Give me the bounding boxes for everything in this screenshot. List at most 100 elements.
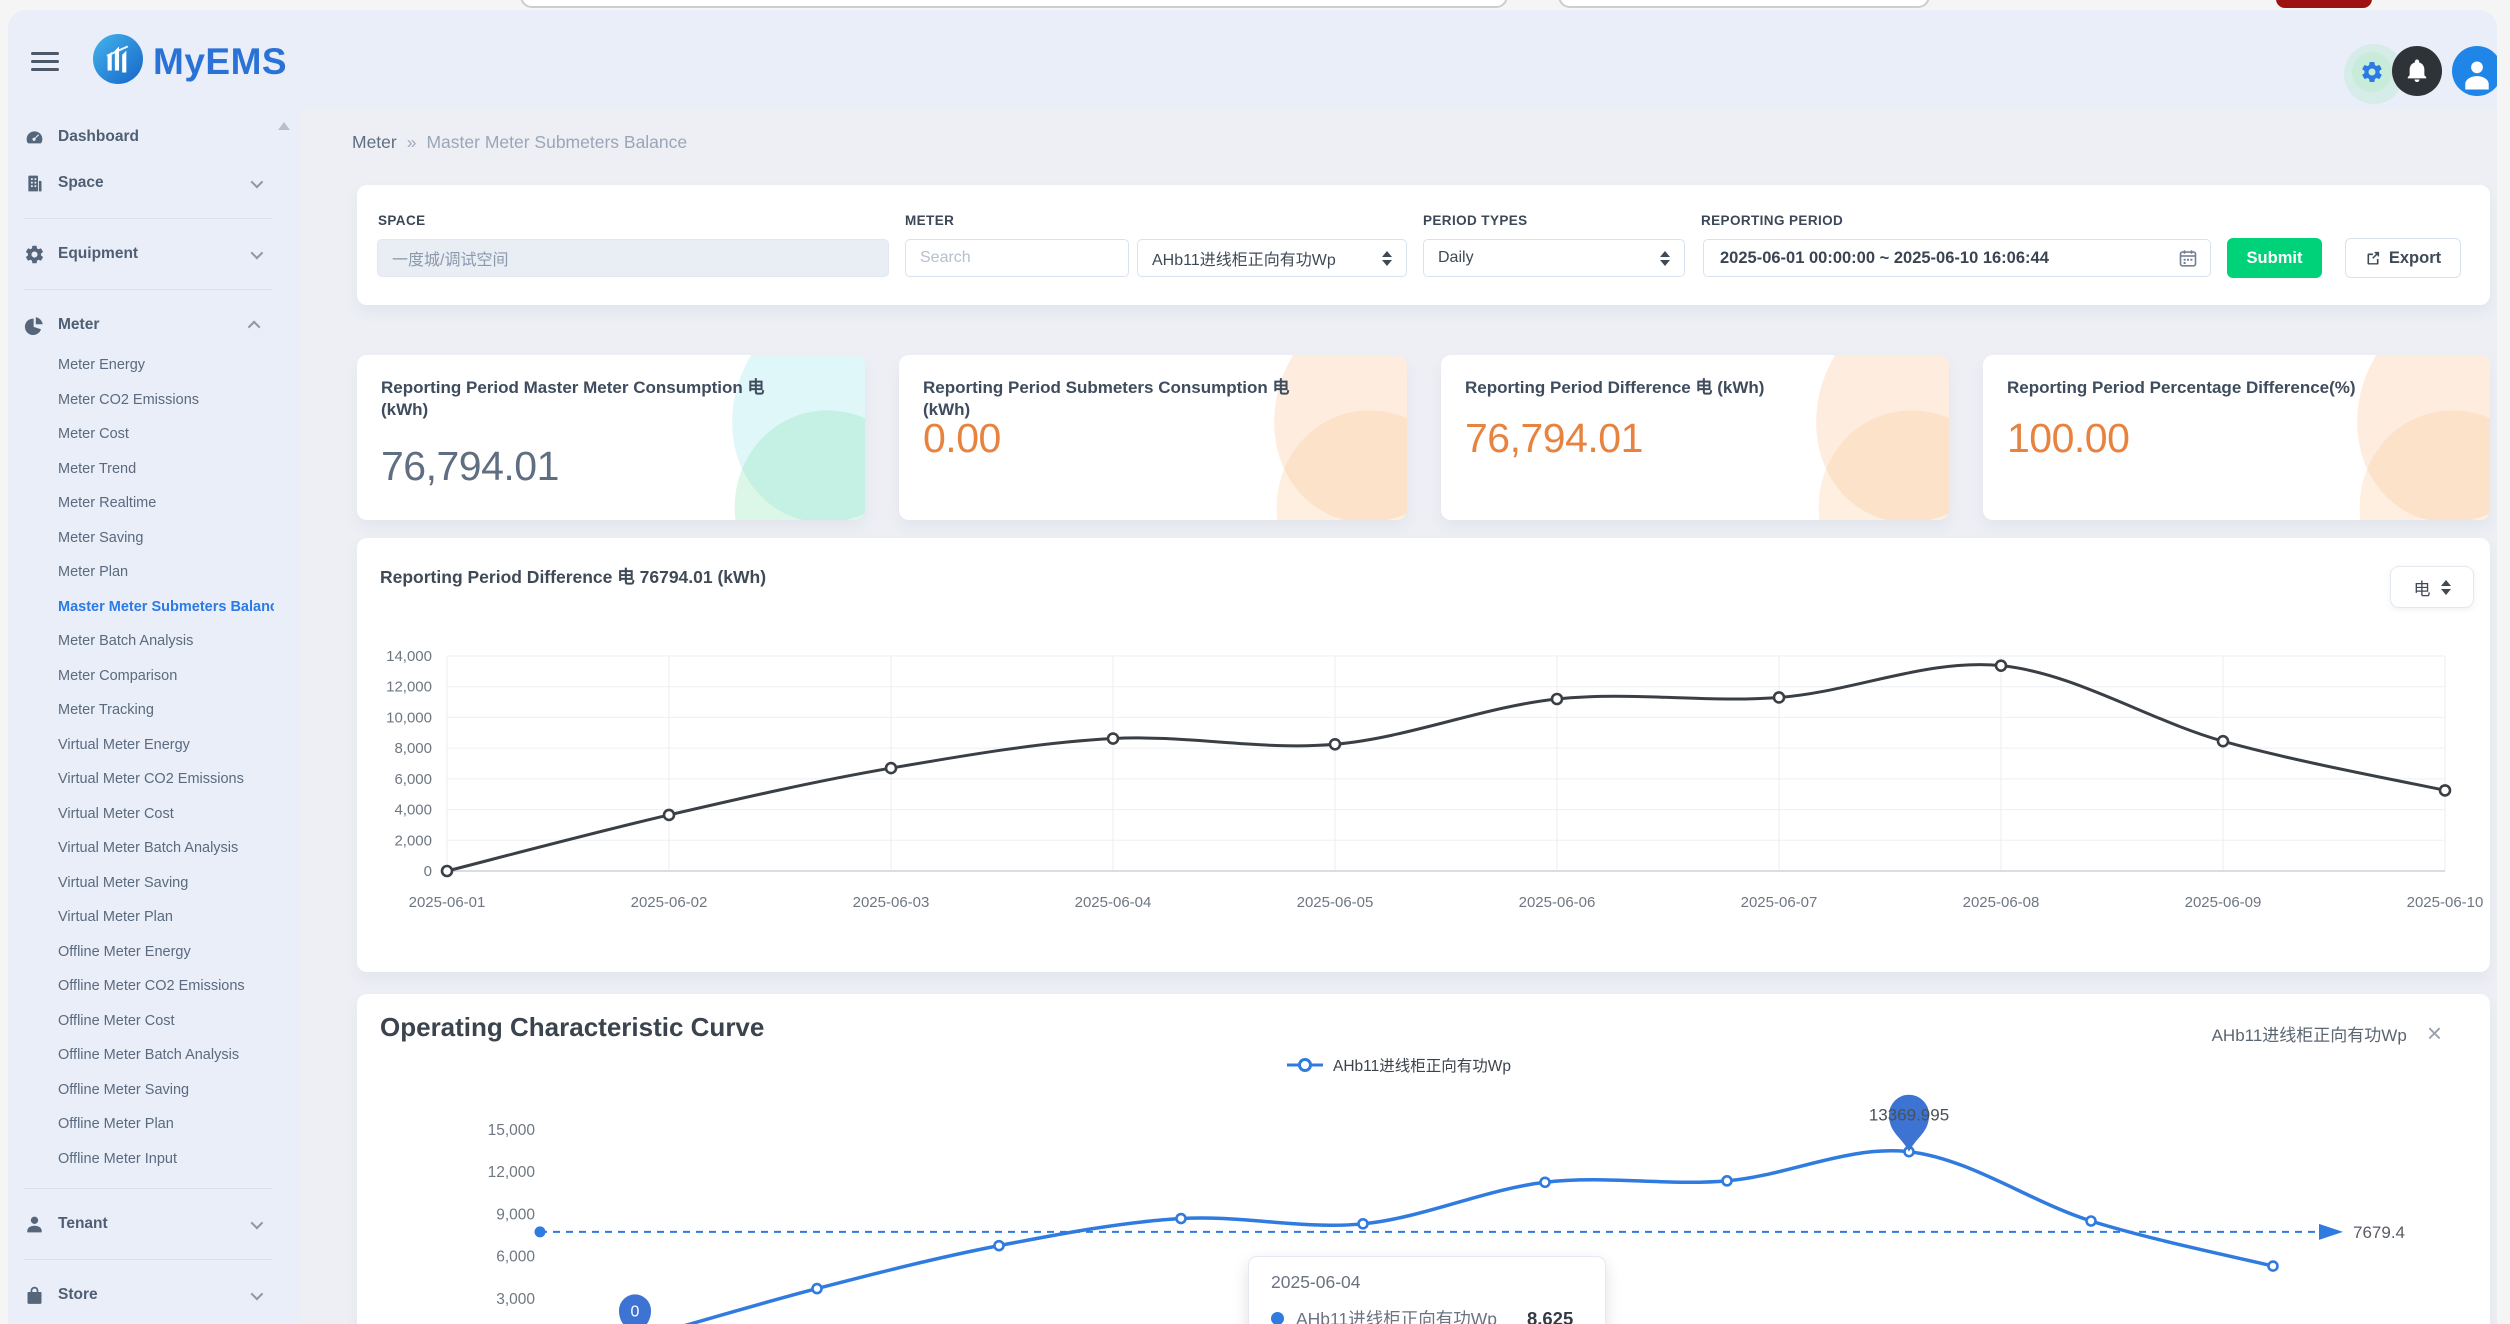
sidebar-item-offline-meter-cost[interactable]: Offline Meter Cost	[8, 1004, 300, 1039]
hamburger-menu-button[interactable]	[31, 52, 59, 72]
markline-arrow-icon	[2319, 1223, 2343, 1240]
settings-gear-icon[interactable]	[2352, 52, 2392, 92]
data-point[interactable]	[1175, 1212, 1187, 1225]
sidebar-item-meter-saving[interactable]: Meter Saving	[8, 521, 300, 556]
tooltip-series-value: 8,625	[1526, 1307, 1574, 1324]
sidebar-item-tenant[interactable]: Tenant	[8, 1201, 300, 1247]
close-icon[interactable]: ×	[2426, 1018, 2442, 1048]
reporting-period-input[interactable]	[1704, 248, 2178, 268]
data-point[interactable]	[1328, 738, 1342, 751]
sidebar-item-equipment[interactable]: Equipment	[8, 231, 300, 277]
sidebar-scroll-up-arrow[interactable]	[278, 122, 290, 130]
difference-line-series	[445, 663, 2447, 873]
breadcrumb-section[interactable]: Meter	[352, 132, 397, 152]
sidebar-item-offline-meter-saving[interactable]: Offline Meter Saving	[8, 1073, 300, 1108]
operating-characteristic-curve-chart[interactable]: 3,000 6,000 9,000 12,000 15,000 7679.4 13369.9…	[357, 1050, 2490, 1324]
data-point[interactable]	[2438, 784, 2452, 797]
data-point[interactable]	[1357, 1218, 1369, 1230]
sidebar-item-meter-comparison[interactable]: Meter Comparison	[8, 659, 300, 694]
meter-select-value: AHb11进线柜正向有功Wp	[1152, 252, 1336, 269]
y-axis-tick-label: 9,000	[496, 1206, 535, 1223]
sidebar-item-store[interactable]: Store	[8, 1272, 300, 1318]
x-axis-tick-label: 2025-06-02	[631, 894, 708, 911]
meter-line-series	[684, 1149, 2275, 1324]
x-axis-tick-label: 2025-06-01	[409, 894, 486, 911]
sidebar-item-dashboard[interactable]: Dashboard	[8, 114, 300, 160]
data-point[interactable]	[1721, 1175, 1733, 1187]
y-axis-tick-label: 12,000	[386, 679, 432, 696]
sidebar: Dashboard Space Equipment Meter Meter Energy…	[8, 110, 300, 1324]
sidebar-item-meter-batch-analysis[interactable]: Meter Batch Analysis	[8, 624, 300, 659]
data-point[interactable]	[993, 1239, 1005, 1252]
x-axis-tick-label: 2025-06-03	[853, 894, 930, 911]
data-point[interactable]	[2085, 1215, 2097, 1227]
sidebar-item-meter-trend[interactable]: Meter Trend	[8, 452, 300, 487]
space-label: SPACE	[378, 213, 426, 228]
sidebar-item-master-meter-submeters-balance[interactable]: Master Meter Submeters Balance	[8, 590, 300, 625]
notifications-bell-icon[interactable]	[2392, 46, 2442, 96]
reporting-period-picker[interactable]	[1703, 239, 2211, 277]
export-button[interactable]: Export	[2345, 238, 2461, 278]
updown-arrows-icon	[1660, 250, 1670, 266]
x-axis-tick-label: 2025-06-04	[1075, 894, 1152, 911]
sidebar-item-label: Offline Meter Input	[58, 1150, 178, 1167]
legend-line-icon	[1287, 1058, 1323, 1072]
sidebar-item-offline-meter-plan[interactable]: Offline Meter Plan	[8, 1107, 300, 1142]
energy-unit-select[interactable]: 电	[2390, 566, 2474, 608]
period-types-select[interactable]: Daily	[1423, 239, 1685, 277]
y-axis-tick-label: 6,000	[394, 771, 432, 788]
chevron-down-icon	[250, 246, 264, 259]
sidebar-divider	[24, 289, 272, 290]
sidebar-item-meter[interactable]: Meter	[8, 302, 300, 348]
dashboard-icon	[24, 127, 45, 148]
sidebar-item-virtual-meter-energy[interactable]: Virtual Meter Energy	[8, 728, 300, 763]
sidebar-item-meter-plan[interactable]: Meter Plan	[8, 555, 300, 590]
sidebar-item-meter-energy[interactable]: Meter Energy	[8, 348, 300, 383]
sidebar-item-virtual-meter-co2-emissions[interactable]: Virtual Meter CO2 Emissions	[8, 762, 300, 797]
data-point[interactable]	[1106, 732, 1120, 745]
stat-card-value: 100.00	[2007, 415, 2130, 461]
markline-start-dot	[534, 1226, 546, 1238]
sidebar-item-offline-meter-energy[interactable]: Offline Meter Energy	[8, 935, 300, 970]
y-axis-tick-label: 4,000	[394, 802, 432, 819]
sidebar-item-meter-realtime[interactable]: Meter Realtime	[8, 486, 300, 521]
data-point[interactable]	[1994, 659, 2008, 672]
data-point[interactable]	[811, 1282, 823, 1295]
data-point[interactable]	[1772, 691, 1786, 704]
data-point[interactable]	[1550, 692, 1564, 706]
user-avatar[interactable]	[2452, 46, 2497, 96]
meter-search-input[interactable]	[905, 239, 1129, 277]
period-types-value: Daily	[1438, 249, 1474, 266]
sidebar-item-virtual-meter-batch-analysis[interactable]: Virtual Meter Batch Analysis	[8, 831, 300, 866]
sidebar-item-meter-tracking[interactable]: Meter Tracking	[8, 693, 300, 728]
brand[interactable]: MyEMS	[93, 34, 287, 89]
sidebar-item-offline-meter-batch-analysis[interactable]: Offline Meter Batch Analysis	[8, 1038, 300, 1073]
data-point[interactable]	[662, 808, 676, 822]
data-point[interactable]	[2267, 1260, 2279, 1272]
submit-button[interactable]: Submit	[2227, 238, 2322, 278]
data-point[interactable]	[440, 864, 454, 878]
sidebar-item-virtual-meter-cost[interactable]: Virtual Meter Cost	[8, 797, 300, 832]
sidebar-item-virtual-meter-saving[interactable]: Virtual Meter Saving	[8, 866, 300, 901]
chevron-down-icon	[250, 1216, 264, 1229]
data-point[interactable]	[1539, 1176, 1551, 1189]
data-point[interactable]	[884, 761, 898, 775]
sidebar-item-offline-meter-input[interactable]: Offline Meter Input	[8, 1142, 300, 1177]
sidebar-item-meter-co2-emissions[interactable]: Meter CO2 Emissions	[8, 383, 300, 418]
sidebar-item-label: Offline Meter Batch Analysis	[58, 1047, 240, 1064]
equipment-icon	[24, 244, 45, 265]
sidebar-item-label: Meter CO2 Emissions	[58, 391, 200, 408]
reporting-period-difference-chart[interactable]: 0 2,000 4,000 6,000 8,000 10,000 12,000 14,000 2…	[357, 608, 2490, 968]
meter-select[interactable]: AHb11进线柜正向有功Wp	[1137, 239, 1407, 277]
data-point[interactable]	[2216, 734, 2230, 748]
x-axis-tick-label: 2025-06-05	[1297, 894, 1374, 911]
space-input[interactable]	[377, 239, 889, 277]
sidebar-item-space[interactable]: Space	[8, 160, 300, 206]
chart2-legend[interactable]: AHb11进线柜正向有功Wp	[1287, 1054, 1511, 1076]
sidebar-item-meter-cost[interactable]: Meter Cost	[8, 417, 300, 452]
sidebar-item-offline-meter-co2-emissions[interactable]: Offline Meter CO2 Emissions	[8, 969, 300, 1004]
max-markpoint-pin	[1889, 1094, 1929, 1152]
filter-panel: SPACE METER AHb11进线柜正向有功Wp PERIOD TYPES …	[357, 185, 2490, 305]
chart1-title: Reporting Period Difference 电 76794.01 (…	[380, 567, 767, 587]
sidebar-item-virtual-meter-plan[interactable]: Virtual Meter Plan	[8, 900, 300, 935]
